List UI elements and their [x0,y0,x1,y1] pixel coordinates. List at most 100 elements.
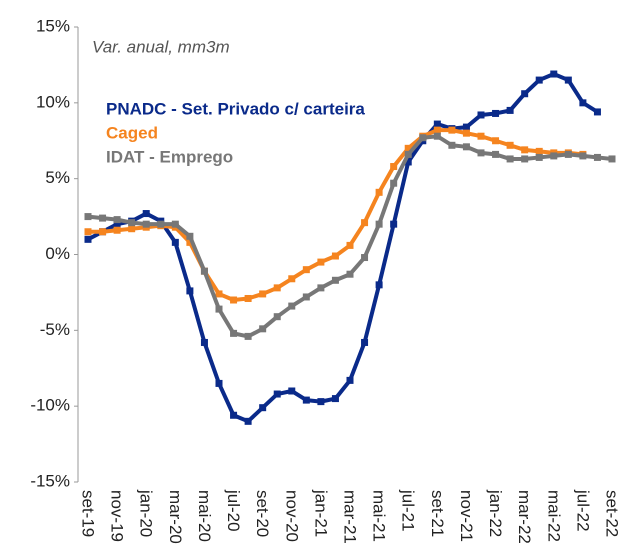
point-marker [521,90,529,98]
point-marker [200,338,208,346]
point-marker [186,232,194,240]
point-marker [288,387,296,395]
point-marker [535,147,543,155]
point-marker [608,155,616,163]
point-marker [302,396,310,404]
x-tick-label: mai-22 [544,490,563,542]
point-marker [361,338,369,346]
legend-entry: IDAT - Emprego [106,147,233,166]
x-tick-label: set-19 [79,490,98,537]
x-tick-label: set-21 [428,490,447,537]
point-marker [521,155,529,163]
point-marker [579,152,587,160]
point-marker [113,216,121,224]
x-tick-label: nov-20 [282,490,301,542]
point-marker [317,284,325,292]
point-marker [346,241,354,249]
x-tick-label: jul-21 [399,489,418,532]
point-marker [492,109,500,117]
point-marker [273,313,281,321]
point-marker [535,153,543,161]
x-tick-label: jul-22 [573,489,592,532]
x-tick-label: nov-21 [457,490,476,542]
point-marker [302,266,310,274]
point-marker [492,137,500,145]
point-marker [550,152,558,160]
point-marker [230,329,238,337]
point-marker [579,99,587,107]
point-marker [317,258,325,266]
x-tick-label: mar-22 [515,490,534,544]
point-marker [361,254,369,262]
point-marker [230,296,238,304]
point-marker [492,150,500,158]
point-marker [375,220,383,228]
y-tick-label: -15% [30,471,70,490]
y-tick-label: -10% [30,396,70,415]
point-marker [448,126,456,134]
x-tick-label: mai-20 [195,490,214,542]
y-tick-label: 5% [45,168,70,187]
point-marker [186,287,194,295]
point-marker [84,235,92,243]
point-marker [317,398,325,406]
point-marker [390,179,398,187]
point-marker [361,219,369,227]
point-marker [404,144,412,152]
point-marker [171,238,179,246]
x-tick-label: mai-21 [370,490,389,542]
point-marker [128,225,136,233]
point-marker [259,325,267,333]
point-marker [215,290,223,298]
point-marker [288,275,296,283]
point-marker [259,404,267,412]
point-marker [433,126,441,134]
x-tick-label: nov-19 [108,490,127,542]
point-marker [433,132,441,140]
point-marker [564,76,572,84]
legend-entry: Caged [106,123,158,142]
point-marker [200,267,208,275]
legend-entry: PNADC - Set. Privado c/ carteira [106,99,365,118]
point-marker [404,158,412,166]
point-marker [477,111,485,119]
point-marker [535,76,543,84]
point-marker [273,390,281,398]
x-tick-label: mar-21 [341,490,360,544]
point-marker [142,210,150,218]
point-marker [462,123,470,131]
point-marker [375,188,383,196]
x-tick-label: jan-22 [486,489,505,537]
point-marker [462,129,470,137]
point-marker [230,411,238,419]
y-tick-label: 0% [45,244,70,263]
point-marker [390,220,398,228]
point-marker [331,276,339,284]
point-marker [244,294,252,302]
y-tick-label: 15% [36,16,70,35]
point-marker [84,228,92,236]
x-tick-label: set-20 [253,490,272,537]
point-marker [273,284,281,292]
point-marker [157,220,165,228]
point-marker [375,281,383,289]
point-marker [128,219,136,227]
point-marker [99,214,107,222]
point-marker [593,108,601,116]
point-marker [171,220,179,228]
point-marker [564,150,572,158]
point-marker [302,293,310,301]
point-marker [346,270,354,278]
point-marker [550,70,558,78]
series-line [87,72,599,424]
point-marker [419,134,427,142]
point-marker [113,226,121,234]
point-marker [113,220,121,228]
point-marker [462,143,470,151]
point-marker [331,395,339,403]
point-marker [99,228,107,236]
x-tick-label: mar-20 [166,490,185,544]
point-marker [215,305,223,313]
point-marker [259,290,267,298]
